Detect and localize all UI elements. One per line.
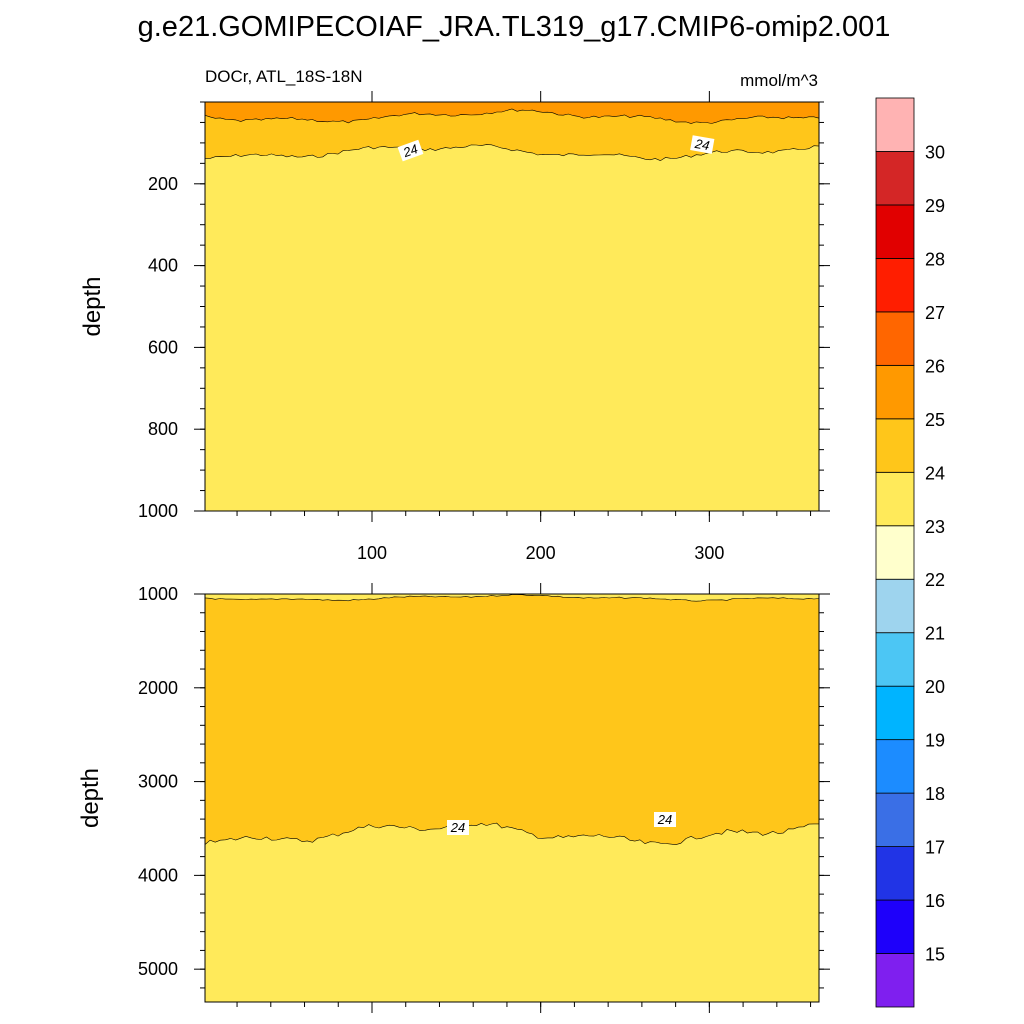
y-axis-label: depth	[79, 276, 106, 336]
colorbar-swatch	[875, 471, 915, 527]
left-subtitle: DOCr, ATL_18S-18N	[205, 67, 362, 86]
colorbar-swatch	[875, 899, 915, 954]
colorbar-swatch	[875, 846, 915, 901]
y-tick-label: 600	[148, 337, 178, 357]
colorbar-swatch	[875, 578, 915, 634]
colorbar-swatch	[875, 418, 915, 473]
colorbar-swatch	[875, 685, 915, 741]
contour-label: 24	[690, 135, 715, 154]
colorbar-label: 17	[925, 838, 945, 858]
colorbar-label: 30	[925, 142, 945, 162]
contour-label-text: 24	[693, 136, 711, 153]
contour-label-bg	[397, 139, 424, 162]
colorbar-swatch	[875, 364, 915, 420]
colorbar: 15 16 17 18 19 20 21 22 23 24 25 26 27 28 29 30	[875, 97, 945, 1008]
colorbar-label: 29	[925, 196, 945, 216]
contour-line-25-26	[204, 108, 820, 124]
colorbar-swatch	[875, 792, 915, 847]
y-tick-label: 800	[148, 419, 178, 439]
colorbar-swatch	[875, 151, 915, 206]
colorbar-swatch	[875, 204, 915, 259]
region-25-26	[205, 102, 819, 124]
colorbar-swatch	[875, 953, 915, 1008]
colorbar-label: 28	[925, 249, 945, 269]
y-tick-label: 400	[148, 256, 178, 276]
contour-line-24-25	[205, 144, 820, 162]
y-tick-label: 1000	[138, 501, 178, 521]
y-tick-label: 3000	[138, 772, 178, 792]
colorbar-swatch	[875, 311, 915, 366]
colorbar-label: 27	[925, 303, 945, 323]
contour-label: 24	[447, 820, 469, 835]
plot-frame	[204, 593, 820, 1003]
colorbar-label: 24	[925, 463, 945, 483]
contour-label: 24	[397, 139, 424, 162]
contour-label-text: 24	[657, 812, 672, 827]
colorbar-swatch	[875, 525, 915, 580]
colorbar-label: 19	[925, 731, 945, 751]
colorbar-label: 25	[925, 410, 945, 430]
contour-label-bg	[447, 820, 469, 835]
region-24-25	[205, 594, 819, 845]
colorbar-label: 15	[925, 945, 945, 965]
colorbar-swatch	[875, 258, 915, 313]
y-tick-label: 1000	[138, 584, 178, 604]
y-axis-label: depth	[77, 768, 104, 828]
x-tick-label: 100	[357, 543, 387, 563]
contour-line-24-25	[204, 822, 819, 846]
colorbar-label: 18	[925, 784, 945, 804]
colorbar-label: 20	[925, 677, 945, 697]
contour-label-text: 24	[450, 820, 465, 835]
x-tick-label: 200	[526, 543, 556, 563]
x-tick-label: 300	[694, 543, 724, 563]
figure-title: g.e21.GOMIPECOIAF_JRA.TL319_g17.CMIP6-om…	[138, 11, 891, 43]
colorbar-label: 23	[925, 517, 945, 537]
colorbar-swatch	[875, 97, 915, 152]
contour-label-text: 24	[400, 141, 420, 160]
upper-panel: 100 200 300 200 400 600 800 1000 depth 24 24	[79, 91, 830, 563]
y-tick-label: 4000	[138, 865, 178, 885]
y-tick-label: 200	[148, 174, 178, 194]
colorbar-label: 16	[925, 891, 945, 911]
colorbar-label: 26	[925, 356, 945, 376]
lower-panel: 1000 2000 3000 4000 5000 depth 24 24	[77, 583, 830, 1013]
contour-label-bg	[690, 135, 715, 154]
colorbar-label: 21	[925, 624, 945, 644]
contour-line-23-24	[204, 594, 820, 602]
region-23-24	[205, 102, 819, 511]
y-tick-label: 5000	[138, 959, 178, 979]
region-23-24	[205, 594, 819, 602]
contour-label-bg	[654, 812, 676, 827]
units-label: mmol/m^3	[740, 71, 818, 90]
colorbar-swatch	[875, 739, 915, 794]
colorbar-swatch	[875, 632, 915, 687]
colorbar-label: 22	[925, 570, 945, 590]
contour-label: 24	[654, 812, 676, 827]
y-tick-label: 2000	[138, 678, 178, 698]
